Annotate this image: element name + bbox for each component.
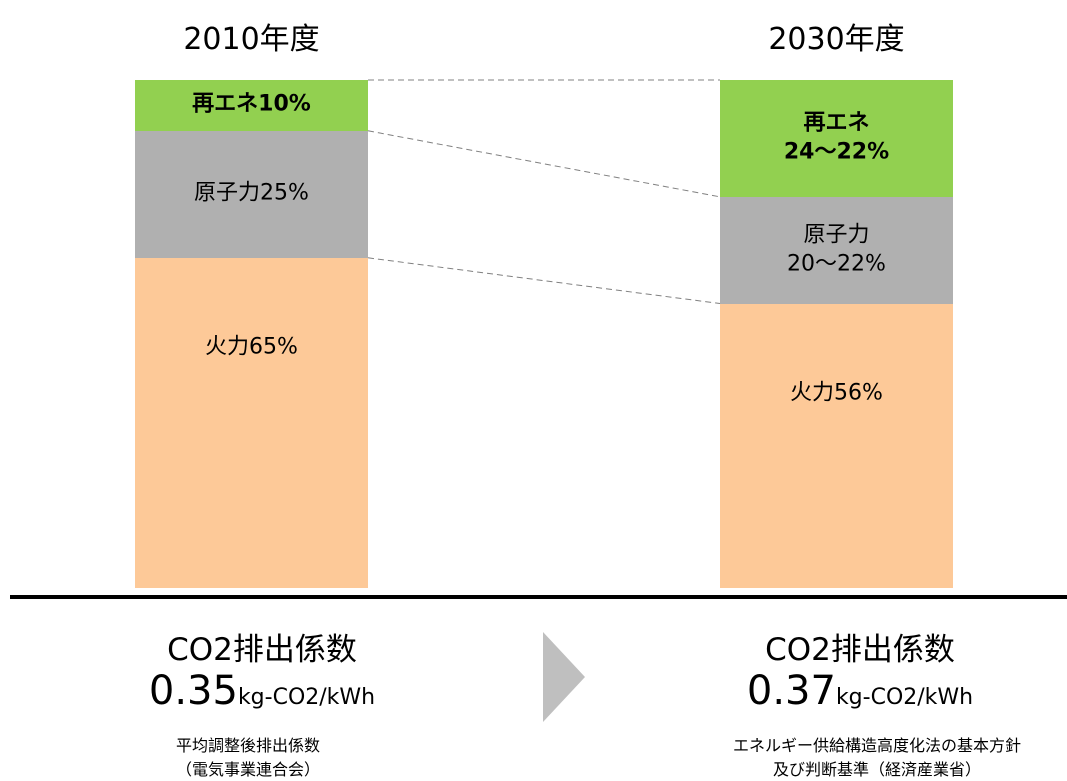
bar-segment bbox=[135, 130, 368, 258]
segment-label: 再エネ10% bbox=[192, 92, 311, 118]
connector bbox=[367, 257, 721, 305]
bar-segment bbox=[135, 257, 368, 588]
bar-segment bbox=[720, 196, 953, 304]
segment-label: 再エネ 24～22% bbox=[783, 110, 890, 165]
bar-segment bbox=[135, 80, 368, 131]
emission-unit: kg-CO2/kWh bbox=[835, 685, 974, 710]
emission-row: 0.37kg-CO2/kWh bbox=[660, 668, 1060, 714]
bar-segment bbox=[720, 80, 953, 197]
connector bbox=[367, 130, 721, 198]
emission-value: 0.37 bbox=[746, 668, 836, 714]
segment-label: 原子力25% bbox=[194, 181, 309, 206]
segment-label: 原子力 20～22% bbox=[787, 222, 886, 277]
arrow bbox=[543, 632, 585, 722]
emission-value: 0.35 bbox=[148, 668, 238, 714]
category-title: 2030年度 bbox=[768, 22, 905, 57]
emission-unit: kg-CO2/kWh bbox=[237, 685, 376, 710]
segment-label: 火力65% bbox=[205, 334, 298, 360]
emission-row: 0.35kg-CO2/kWh bbox=[62, 668, 462, 714]
segment-label: 火力56% bbox=[790, 380, 883, 406]
category-title: 2010年度 bbox=[183, 22, 320, 57]
bar-segment bbox=[720, 303, 953, 588]
emission-label: CO2排出係数 bbox=[167, 632, 357, 668]
source: エネルギー供給構造高度化法の基本方針 及び判断基準（経済産業省） bbox=[732, 736, 1021, 779]
emission-label: CO2排出係数 bbox=[765, 632, 955, 668]
source: 平均調整後排出係数 （電気事業連合会） bbox=[175, 736, 320, 779]
